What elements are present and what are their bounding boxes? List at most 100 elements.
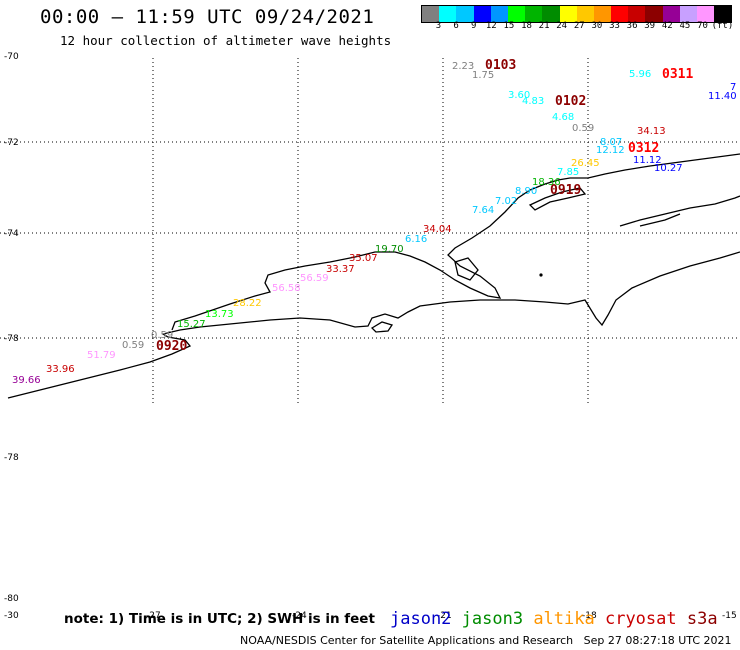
y-label: -78	[4, 453, 19, 463]
island-dot	[539, 273, 543, 277]
colorbar-label: 18	[521, 21, 532, 31]
y-label: -80	[4, 594, 19, 604]
wave-height-value: 0.59	[122, 340, 144, 351]
colorbar-swatch	[628, 6, 646, 22]
wave-height-markers: 2.231.753.604.834.680.598.0712.1226.457.…	[12, 61, 737, 386]
y-axis-labels: -70 -72 -74 -78 -78 -80	[4, 52, 19, 604]
credit-line: NOAA/NESDIS Center for Satellite Applica…	[240, 634, 732, 647]
satellite-legend-item: jason3	[461, 609, 534, 629]
y-label: -72	[4, 138, 19, 148]
wave-height-value: 19.70	[375, 244, 404, 255]
wave-height-value: 12.12	[596, 145, 625, 156]
wave-height-value: 33.96	[46, 364, 75, 375]
pass-time-label: 0920	[156, 339, 187, 354]
wave-height-value: 8.07	[600, 137, 622, 148]
wave-height-colorbar	[421, 5, 733, 23]
wave-height-value: 11.40	[708, 91, 737, 102]
wave-height-value: 56.58	[272, 283, 301, 294]
wave-height-value: 26.45	[571, 158, 600, 169]
map-title: 00:00 – 11:59 UTC 09/24/2021	[40, 6, 375, 28]
colorbar-label: 42	[661, 21, 673, 31]
wave-height-value: 4.68	[552, 112, 574, 123]
colorbar-label: 21	[538, 21, 550, 31]
colorbar-label: (ft)	[711, 21, 734, 31]
wave-height-value: 7.64	[472, 205, 494, 216]
wave-height-value: 1.75	[472, 70, 494, 81]
pass-labels: 0103 0102 0311 0312 0919 0920	[156, 58, 693, 354]
colorbar-label: 9	[470, 21, 477, 31]
colorbar-label: 33	[609, 21, 620, 31]
colorbar-labels: 3 6 9 12 15 18 21 24 27 30 33 36 39 42 45 70 (ft)	[421, 21, 740, 35]
y-label: -78	[4, 334, 19, 344]
colorbar-label: 6	[453, 21, 459, 31]
colorbar-swatch	[507, 6, 526, 22]
wave-height-value: 3.60	[508, 90, 530, 101]
grid-lines	[0, 58, 740, 406]
colorbar-label: 24	[556, 21, 568, 31]
colorbar-swatch	[525, 6, 543, 22]
colorbar-swatch	[439, 6, 457, 22]
colorbar-swatch	[593, 6, 612, 22]
satellite-legend-item: s3a	[686, 609, 718, 629]
colorbar-swatch	[645, 6, 663, 22]
x-axis-labels: -30 -27 -24 -21 -18 -15	[4, 611, 737, 621]
colorbar-swatch	[559, 6, 577, 22]
wave-height-value: 51.79	[87, 350, 116, 361]
wave-height-value: 5.96	[629, 69, 651, 80]
pass-time-label: 0102	[555, 94, 586, 109]
colorbar-label: 30	[591, 21, 603, 31]
colorbar-label: 15	[503, 21, 515, 31]
satellite-legend: jason2 jason3 altika cryosat s3a	[390, 609, 718, 629]
colorbar-swatch	[662, 6, 680, 22]
wave-height-value: 6.16	[405, 234, 427, 245]
wave-height-value: 13.73	[205, 309, 234, 320]
pass-time-label: 0919	[550, 183, 581, 198]
wave-height-value: 15.27	[177, 319, 206, 330]
x-label: -21	[437, 611, 452, 621]
colorbar-label: 3	[435, 21, 442, 31]
wave-height-value: 18.36	[532, 177, 561, 188]
colorbar-swatch	[473, 6, 491, 22]
colorbar-swatch	[714, 6, 732, 22]
pass-time-label: 0103	[485, 58, 516, 73]
wave-height-value: 11.12	[633, 155, 662, 166]
wave-height-value: 7.02	[495, 196, 517, 207]
wave-height-value: 8.90	[515, 186, 537, 197]
colorbar-swatch	[697, 6, 715, 22]
wave-height-value: 33.37	[326, 264, 355, 275]
satellite-legend-item: altika	[533, 609, 605, 629]
wave-height-value: 10.27	[654, 163, 683, 174]
x-label: -27	[146, 611, 161, 621]
pass-time-label: 0311	[662, 67, 693, 82]
wave-height-value: 4.83	[522, 96, 544, 107]
wave-height-value: 28.22	[233, 298, 262, 309]
colorbar-swatch	[456, 6, 474, 22]
colorbar-label: 36	[626, 21, 638, 31]
colorbar-swatch	[679, 6, 697, 22]
colorbar-label: 39	[644, 21, 656, 31]
wave-height-value: 39.66	[12, 375, 41, 386]
x-label: -24	[292, 611, 307, 621]
colorbar-label: 27	[573, 21, 585, 31]
coastline	[7, 153, 740, 399]
y-label: -70	[4, 52, 19, 62]
wave-height-value: 7.85	[557, 167, 579, 178]
wave-height-value: 56.59	[300, 273, 329, 284]
wave-height-value: 7	[730, 82, 736, 93]
wave-height-value: 2.23	[452, 61, 474, 72]
colorbar-label: 45	[679, 21, 691, 31]
satellite-legend-item: cryosat	[604, 609, 687, 629]
y-label: -74	[4, 229, 19, 239]
colorbar-swatch	[490, 6, 508, 22]
wave-height-value: 0.59	[151, 330, 173, 341]
map-subtitle: 12 hour collection of altimeter wave hei…	[60, 33, 392, 48]
wave-height-value: 34.04	[423, 224, 452, 235]
pass-time-label: 0312	[628, 141, 659, 156]
x-label: -15	[722, 611, 737, 621]
satellite-legend-item: jason2	[390, 609, 462, 629]
x-label: -30	[4, 611, 19, 621]
colorbar-swatch	[576, 6, 594, 22]
colorbar-swatch	[542, 6, 560, 22]
